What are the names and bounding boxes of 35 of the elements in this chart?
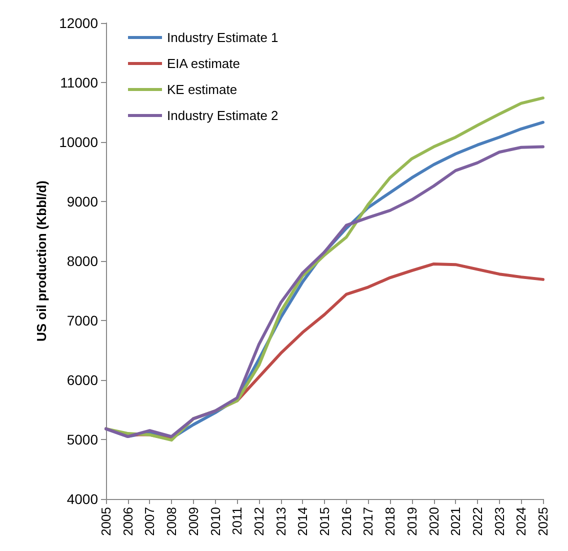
legend-label: KE estimate [167,82,238,97]
x-tick-label: 2019 [404,507,420,536]
x-tick-label: 2024 [514,507,529,536]
legend-label: Industry Estimate 2 [167,108,278,123]
x-tick-label: 2023 [492,507,507,536]
x-tick-label: 2005 [98,507,114,536]
y-tick-label: 11000 [60,74,98,90]
y-tick-label: 12000 [59,15,98,31]
x-tick-label: 2013 [273,507,288,536]
x-tick-label: 2021 [448,507,464,536]
x-tick-label: 2014 [295,507,310,536]
x-tick-label: 2022 [470,507,485,536]
legend-label: EIA estimate [167,56,240,71]
x-tick-label: 2012 [251,507,266,536]
y-tick-label: 8000 [66,253,98,269]
y-tick-label: 6000 [66,372,98,388]
y-axis-title: US oil production (Kbbl/d) [34,180,50,342]
x-tick-label: 2011 [230,507,245,535]
x-tick-label: 2017 [360,507,376,536]
legend-label: Industry Estimate 1 [167,30,278,45]
x-tick-label: 2025 [536,507,550,536]
y-tick-label: 5000 [66,432,98,448]
y-tick-label: 9000 [66,194,98,210]
x-tick-label: 2010 [208,507,223,536]
x-tick-label: 2018 [382,507,398,536]
x-tick-label: 2016 [338,507,354,536]
y-tick-label: 7000 [66,312,98,328]
x-tick-label: 2020 [426,507,442,536]
x-tick-label: 2006 [120,507,136,536]
y-tick-label: 10000 [59,134,98,150]
x-tick-label: 2009 [186,507,201,536]
x-tick-label: 2008 [164,507,180,536]
y-tick-label: 4000 [66,491,98,507]
x-tick-label: 2007 [142,507,158,536]
x-tick-label: 2015 [317,507,332,536]
